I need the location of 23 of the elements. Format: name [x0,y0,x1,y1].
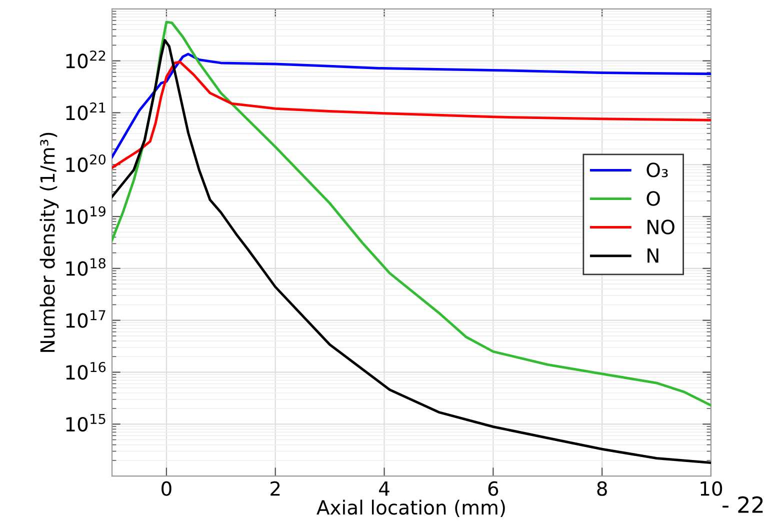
line-series [112,38,711,464]
y-axis-title: Number density (1/m³) [40,132,59,352]
x-tick-label: 4 [379,481,390,496]
y-tick-label: 10$^{16}$ [66,362,106,380]
line-series [112,52,711,158]
text: - 22 [722,496,763,513]
y-tick-label: 10$^{20}$ [66,154,106,172]
y-tick-label: 10$^{19}$ [66,206,106,224]
legend-label: O₃ [646,162,668,178]
y-tick-label: 10$^{17}$ [66,310,106,328]
legend-label: NO [648,220,674,234]
x-tick-label: 0 [162,481,172,496]
x-tick-label: 6 [488,481,498,496]
y-tick-label: 10$^{21}$ [66,102,106,120]
y-tick-label: 10$^{15}$ [66,414,106,432]
x-tick-label: 10 [700,481,722,496]
x-tick-label: 2 [270,481,280,496]
x-tick-label: 8 [597,481,607,496]
x-axis-title: Axial location (mm) [316,500,505,518]
legend-label: O [646,191,660,206]
legend-label: N [648,248,658,263]
y-tick-label: 10$^{18}$ [66,258,106,276]
y-tick-label: 10$^{22}$ [66,50,106,68]
